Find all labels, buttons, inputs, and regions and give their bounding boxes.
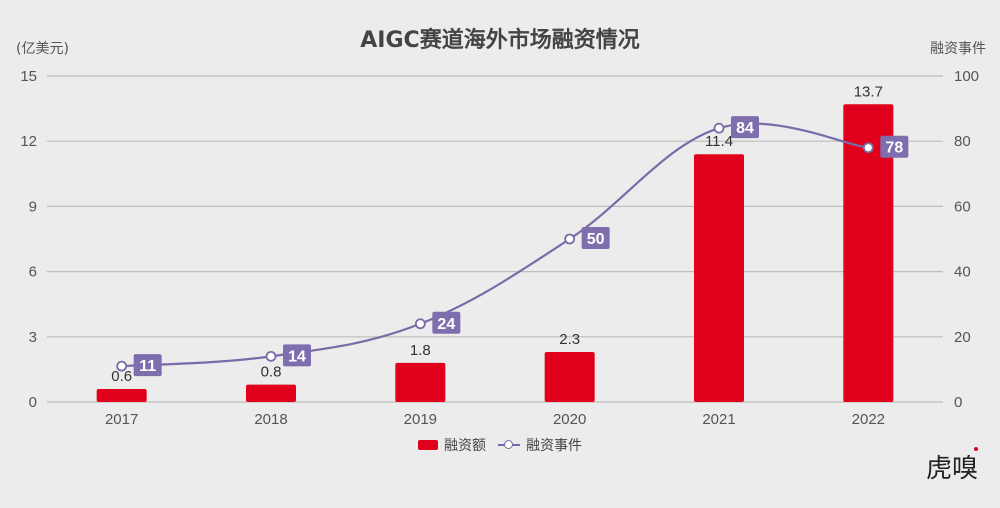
event-value-label: 50: [587, 231, 605, 248]
bar-swatch-icon: [418, 440, 438, 450]
event-value-label: 24: [437, 316, 455, 333]
legend-line-label: 融资事件: [526, 438, 582, 454]
watermark-logo: 虎嗅: [925, 454, 978, 484]
bar-2019[interactable]: [395, 362, 446, 402]
bar-value-label: 13.7: [854, 83, 883, 100]
bar-value-label: 11.4: [705, 133, 733, 150]
left-tick-label: 3: [29, 329, 37, 346]
legend-item-bar[interactable]: 融资额: [418, 435, 486, 455]
left-tick-label: 9: [29, 198, 37, 215]
right-tick-label: 0: [954, 394, 962, 411]
x-tick-label: 2020: [553, 411, 586, 428]
event-label-box: [133, 354, 162, 377]
event-label-box: [731, 116, 759, 139]
event-value-label: 11: [139, 358, 156, 375]
bar-value-label: 0.8: [261, 364, 282, 381]
events-line: [121, 122, 869, 368]
right-tick-label: 40: [954, 264, 971, 281]
bar-2021[interactable]: [694, 154, 744, 402]
left-tick-label: 15: [20, 68, 37, 85]
event-label-box: [283, 344, 311, 367]
left-axis-unit: (亿美元): [16, 41, 69, 57]
right-tick-label: 20: [954, 329, 971, 346]
bar-value-label: 1.8: [410, 342, 431, 359]
line-point-marker[interactable]: [414, 318, 426, 330]
legend-bar-label: 融资额: [444, 438, 486, 454]
bar-2022[interactable]: [843, 104, 894, 403]
event-value-label: 84: [736, 120, 754, 137]
event-label-box: [432, 311, 461, 334]
line-point-marker[interactable]: [116, 360, 128, 372]
legend: 融资额 融资事件: [0, 435, 1000, 455]
line-point-marker[interactable]: [862, 142, 874, 154]
right-axis-unit: 融资事件: [930, 41, 986, 57]
bar-value-label: 2.3: [559, 331, 580, 348]
event-label-box: [581, 227, 610, 249]
x-tick-label: 2021: [702, 411, 735, 428]
legend-item-line[interactable]: 融资事件: [498, 435, 582, 455]
right-tick-label: 100: [954, 68, 979, 85]
event-label-box: [880, 135, 909, 158]
x-tick-label: 2019: [404, 411, 437, 428]
right-tick-label: 80: [954, 133, 971, 150]
x-tick-label: 2018: [254, 411, 287, 428]
event-value-label: 78: [885, 140, 903, 157]
bar-2017[interactable]: [96, 388, 147, 402]
chart-title: AIGC赛道海外市场融资情况: [360, 28, 640, 53]
event-value-label: 14: [288, 348, 306, 365]
bar-2020[interactable]: [544, 352, 595, 402]
line-point-marker[interactable]: [713, 122, 725, 134]
left-tick-label: 6: [29, 264, 37, 281]
line-point-marker[interactable]: [564, 233, 576, 245]
line-marker-icon: [498, 440, 520, 450]
right-tick-label: 60: [954, 198, 971, 215]
x-tick-label: 2022: [852, 411, 885, 428]
bar-2018[interactable]: [246, 384, 296, 402]
left-tick-label: 12: [20, 133, 37, 150]
x-tick-label: 2017: [105, 411, 138, 428]
left-tick-label: 0: [29, 394, 37, 411]
bar-value-label: 0.6: [111, 368, 132, 385]
line-point-marker[interactable]: [265, 350, 277, 362]
logo-dot-icon: [974, 447, 978, 451]
